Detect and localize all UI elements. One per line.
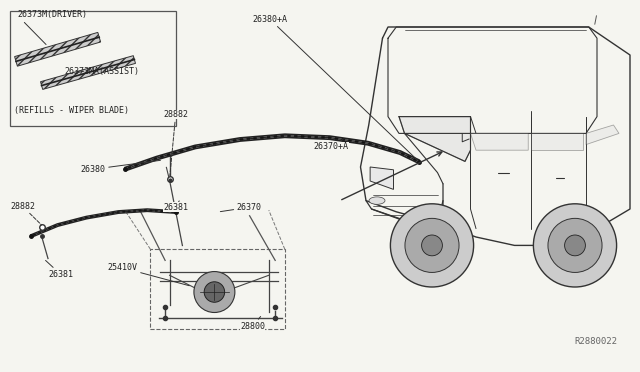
- Text: R2880022: R2880022: [575, 337, 618, 346]
- Polygon shape: [40, 56, 136, 89]
- Ellipse shape: [369, 197, 385, 204]
- Bar: [10, 11, 176, 126]
- Circle shape: [405, 218, 459, 272]
- Text: 26380: 26380: [81, 160, 161, 174]
- Bar: [150, 249, 285, 329]
- Circle shape: [548, 218, 602, 272]
- Polygon shape: [370, 167, 394, 189]
- Polygon shape: [399, 116, 470, 161]
- Text: (REFILLS - WIPER BLADE): (REFILLS - WIPER BLADE): [14, 106, 129, 115]
- Circle shape: [422, 235, 442, 256]
- Text: 26373MA(ASSIST): 26373MA(ASSIST): [64, 67, 139, 76]
- Polygon shape: [586, 125, 619, 145]
- Polygon shape: [15, 32, 100, 66]
- Circle shape: [194, 272, 235, 312]
- Text: 26370+A: 26370+A: [314, 139, 349, 151]
- Circle shape: [564, 235, 586, 256]
- Text: 26380+A: 26380+A: [253, 15, 417, 160]
- Text: 26381: 26381: [45, 260, 73, 279]
- Circle shape: [390, 204, 474, 287]
- Text: 26373M(DRIVER): 26373M(DRIVER): [18, 10, 88, 19]
- Text: 26381: 26381: [163, 201, 188, 212]
- Text: 28882: 28882: [163, 110, 188, 176]
- Text: 28882: 28882: [10, 202, 42, 225]
- Circle shape: [533, 204, 616, 287]
- Text: 26370: 26370: [220, 203, 262, 212]
- Circle shape: [204, 282, 225, 302]
- Text: 25410V: 25410V: [108, 263, 189, 286]
- Text: 28800: 28800: [240, 317, 265, 331]
- Polygon shape: [470, 134, 528, 150]
- Polygon shape: [531, 134, 583, 150]
